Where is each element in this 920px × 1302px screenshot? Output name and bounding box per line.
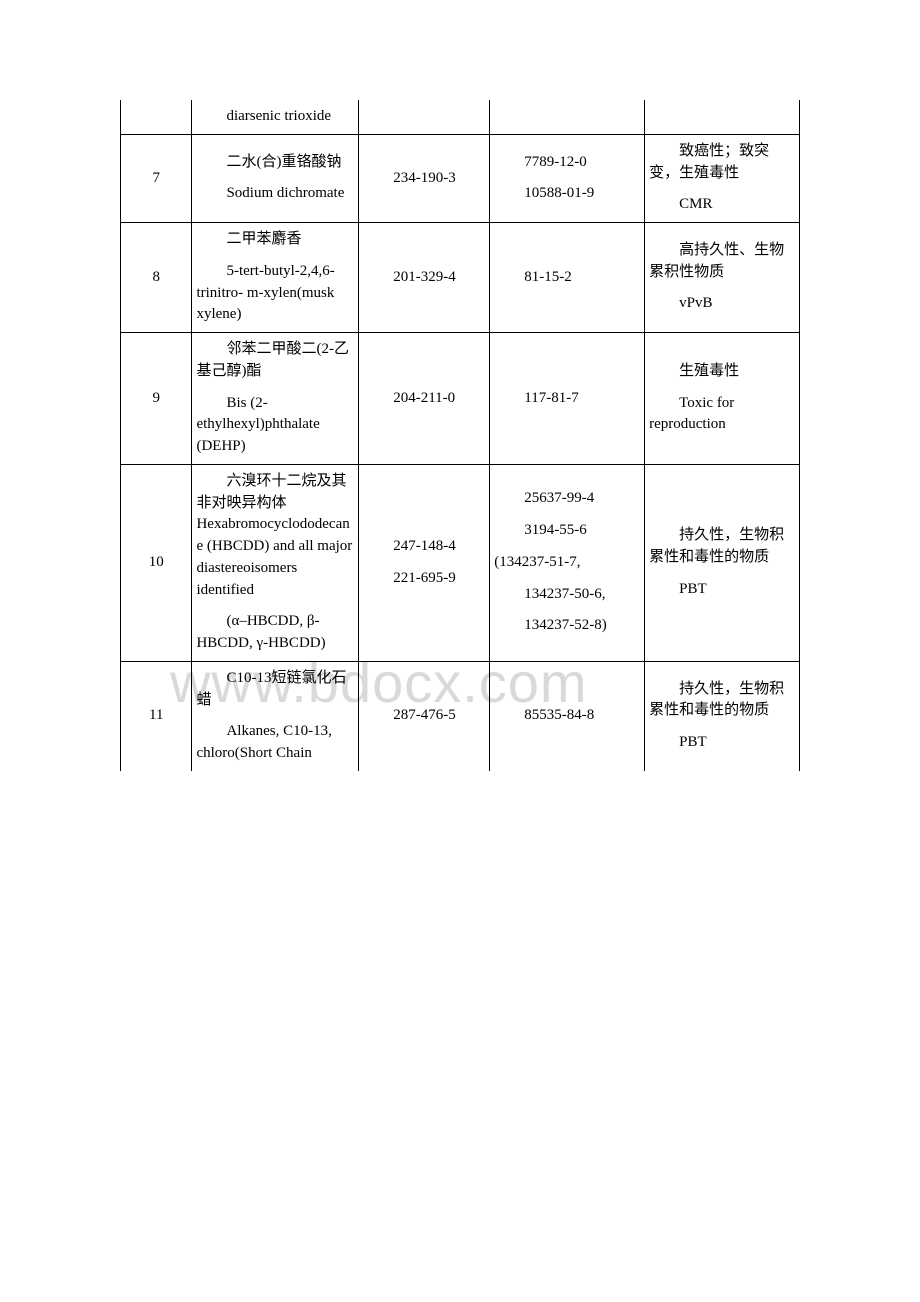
hazard-class: 高持久性、生物累积性物质 vPvB (645, 223, 800, 333)
ec-number: 287-476-5 (359, 661, 490, 771)
row-number: 11 (121, 661, 192, 771)
ec-number: 201-329-4 (359, 223, 490, 333)
table-row: 9 邻苯二甲酸二(2-乙基己醇)酯 Bis (2-ethylhexyl)phth… (121, 333, 800, 465)
row-number (121, 100, 192, 134)
row-number: 7 (121, 134, 192, 222)
cas-number: 81-15-2 (490, 223, 645, 333)
substance-name: 二甲苯麝香 5-tert-butyl-2,4,6-trinitro- m-xyl… (192, 223, 359, 333)
hazard-class: 持久性，生物积累性和毒性的物质 PBT (645, 661, 800, 771)
ec-number: 204-211-0 (359, 333, 490, 465)
substance-name: 二水(合)重铬酸钠 Sodium dichromate (192, 134, 359, 222)
cas-number: 25637-99-4 3194-55-6(134237-51-7, 134237… (490, 464, 645, 661)
table-row: 11 C10-13短链氯化石蜡 Alkanes, C10-13, chloro(… (121, 661, 800, 771)
cas-number (490, 100, 645, 134)
substance-name: diarsenic trioxide (192, 100, 359, 134)
table-row: diarsenic trioxide (121, 100, 800, 134)
hazard-class (645, 100, 800, 134)
row-number: 8 (121, 223, 192, 333)
row-number: 10 (121, 464, 192, 661)
substances-table: diarsenic trioxide7 二水(合)重铬酸钠 Sodium dic… (120, 100, 800, 771)
hazard-class: 生殖毒性 Toxic for reproduction (645, 333, 800, 465)
table-row: 10 六溴环十二烷及其非对映异构体 Hexabromocyclododecane… (121, 464, 800, 661)
table-row: 8 二甲苯麝香 5-tert-butyl-2,4,6-trinitro- m-x… (121, 223, 800, 333)
page-container: diarsenic trioxide7 二水(合)重铬酸钠 Sodium dic… (0, 0, 920, 851)
cas-number: 85535-84-8 (490, 661, 645, 771)
ec-number: 234-190-3 (359, 134, 490, 222)
hazard-class: 致癌性；致突变，生殖毒性 CMR (645, 134, 800, 222)
substance-name: 六溴环十二烷及其非对映异构体 Hexabromocyclododecane (H… (192, 464, 359, 661)
ec-number (359, 100, 490, 134)
cas-number: 7789-12-0 10588-01-9 (490, 134, 645, 222)
substance-name: C10-13短链氯化石蜡 Alkanes, C10-13, chloro(Sho… (192, 661, 359, 771)
row-number: 9 (121, 333, 192, 465)
hazard-class: 持久性，生物积累性和毒性的物质 PBT (645, 464, 800, 661)
ec-number: 247-148-4 221-695-9 (359, 464, 490, 661)
substance-name: 邻苯二甲酸二(2-乙基己醇)酯 Bis (2-ethylhexyl)phthal… (192, 333, 359, 465)
cas-number: 117-81-7 (490, 333, 645, 465)
table-row: 7 二水(合)重铬酸钠 Sodium dichromate 234-190-3 … (121, 134, 800, 222)
